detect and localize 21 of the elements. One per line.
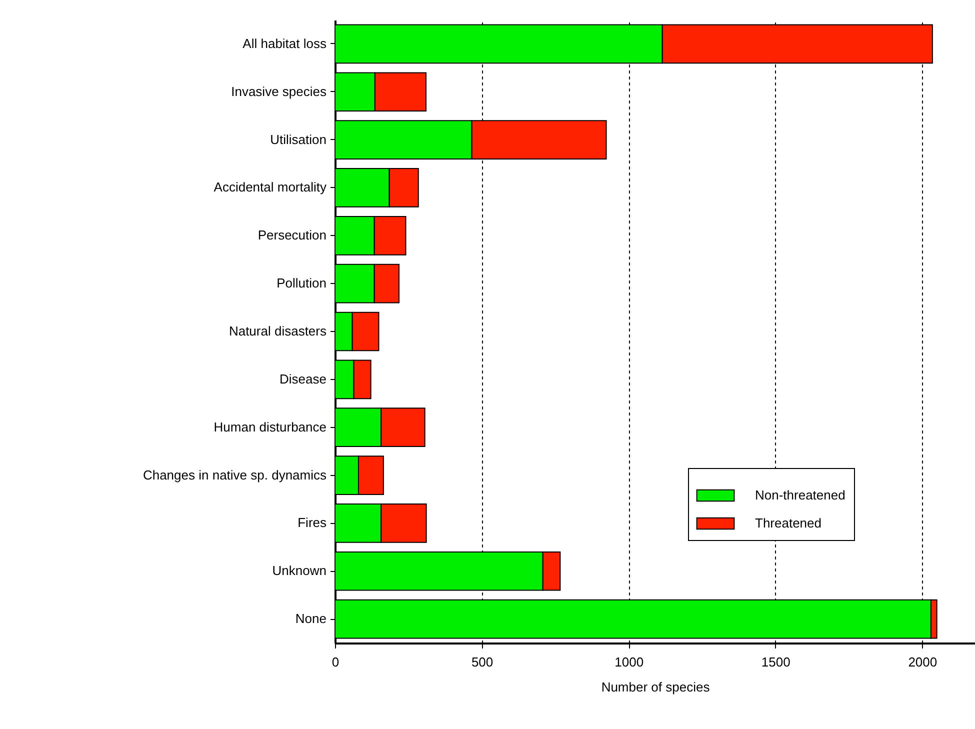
y-tick-label: Persecution (258, 228, 326, 243)
legend-label: Threatened (755, 516, 822, 530)
y-tick-label: Fires (298, 515, 327, 530)
y-tick-label: Disease (280, 371, 326, 386)
y-tick-label: All habitat loss (242, 36, 327, 51)
x-tick-label: 1000 (614, 654, 644, 670)
legend-label: Non-threatened (755, 488, 846, 502)
x-axis-title: Number of species (601, 680, 710, 694)
x-tick-label: 500 (471, 654, 494, 670)
y-tick-label: Pollution (276, 276, 326, 291)
y-tick-label: Unknown (272, 563, 326, 578)
x-tick-label: 2000 (908, 654, 938, 670)
y-tick-label: Human disturbance (214, 419, 326, 434)
x-tick-label: 0 (332, 654, 340, 670)
y-tick-label: Invasive species (231, 84, 327, 99)
y-tick-label: None (295, 611, 326, 626)
y-tick-label: Natural disasters (228, 324, 327, 338)
x-tick-label: 1500 (761, 654, 790, 670)
y-tick-label: Utilisation (270, 132, 326, 147)
y-tick-label: Changes in native sp. dynamics (142, 467, 327, 482)
y-tick-label: Accidental mortality (214, 180, 327, 195)
